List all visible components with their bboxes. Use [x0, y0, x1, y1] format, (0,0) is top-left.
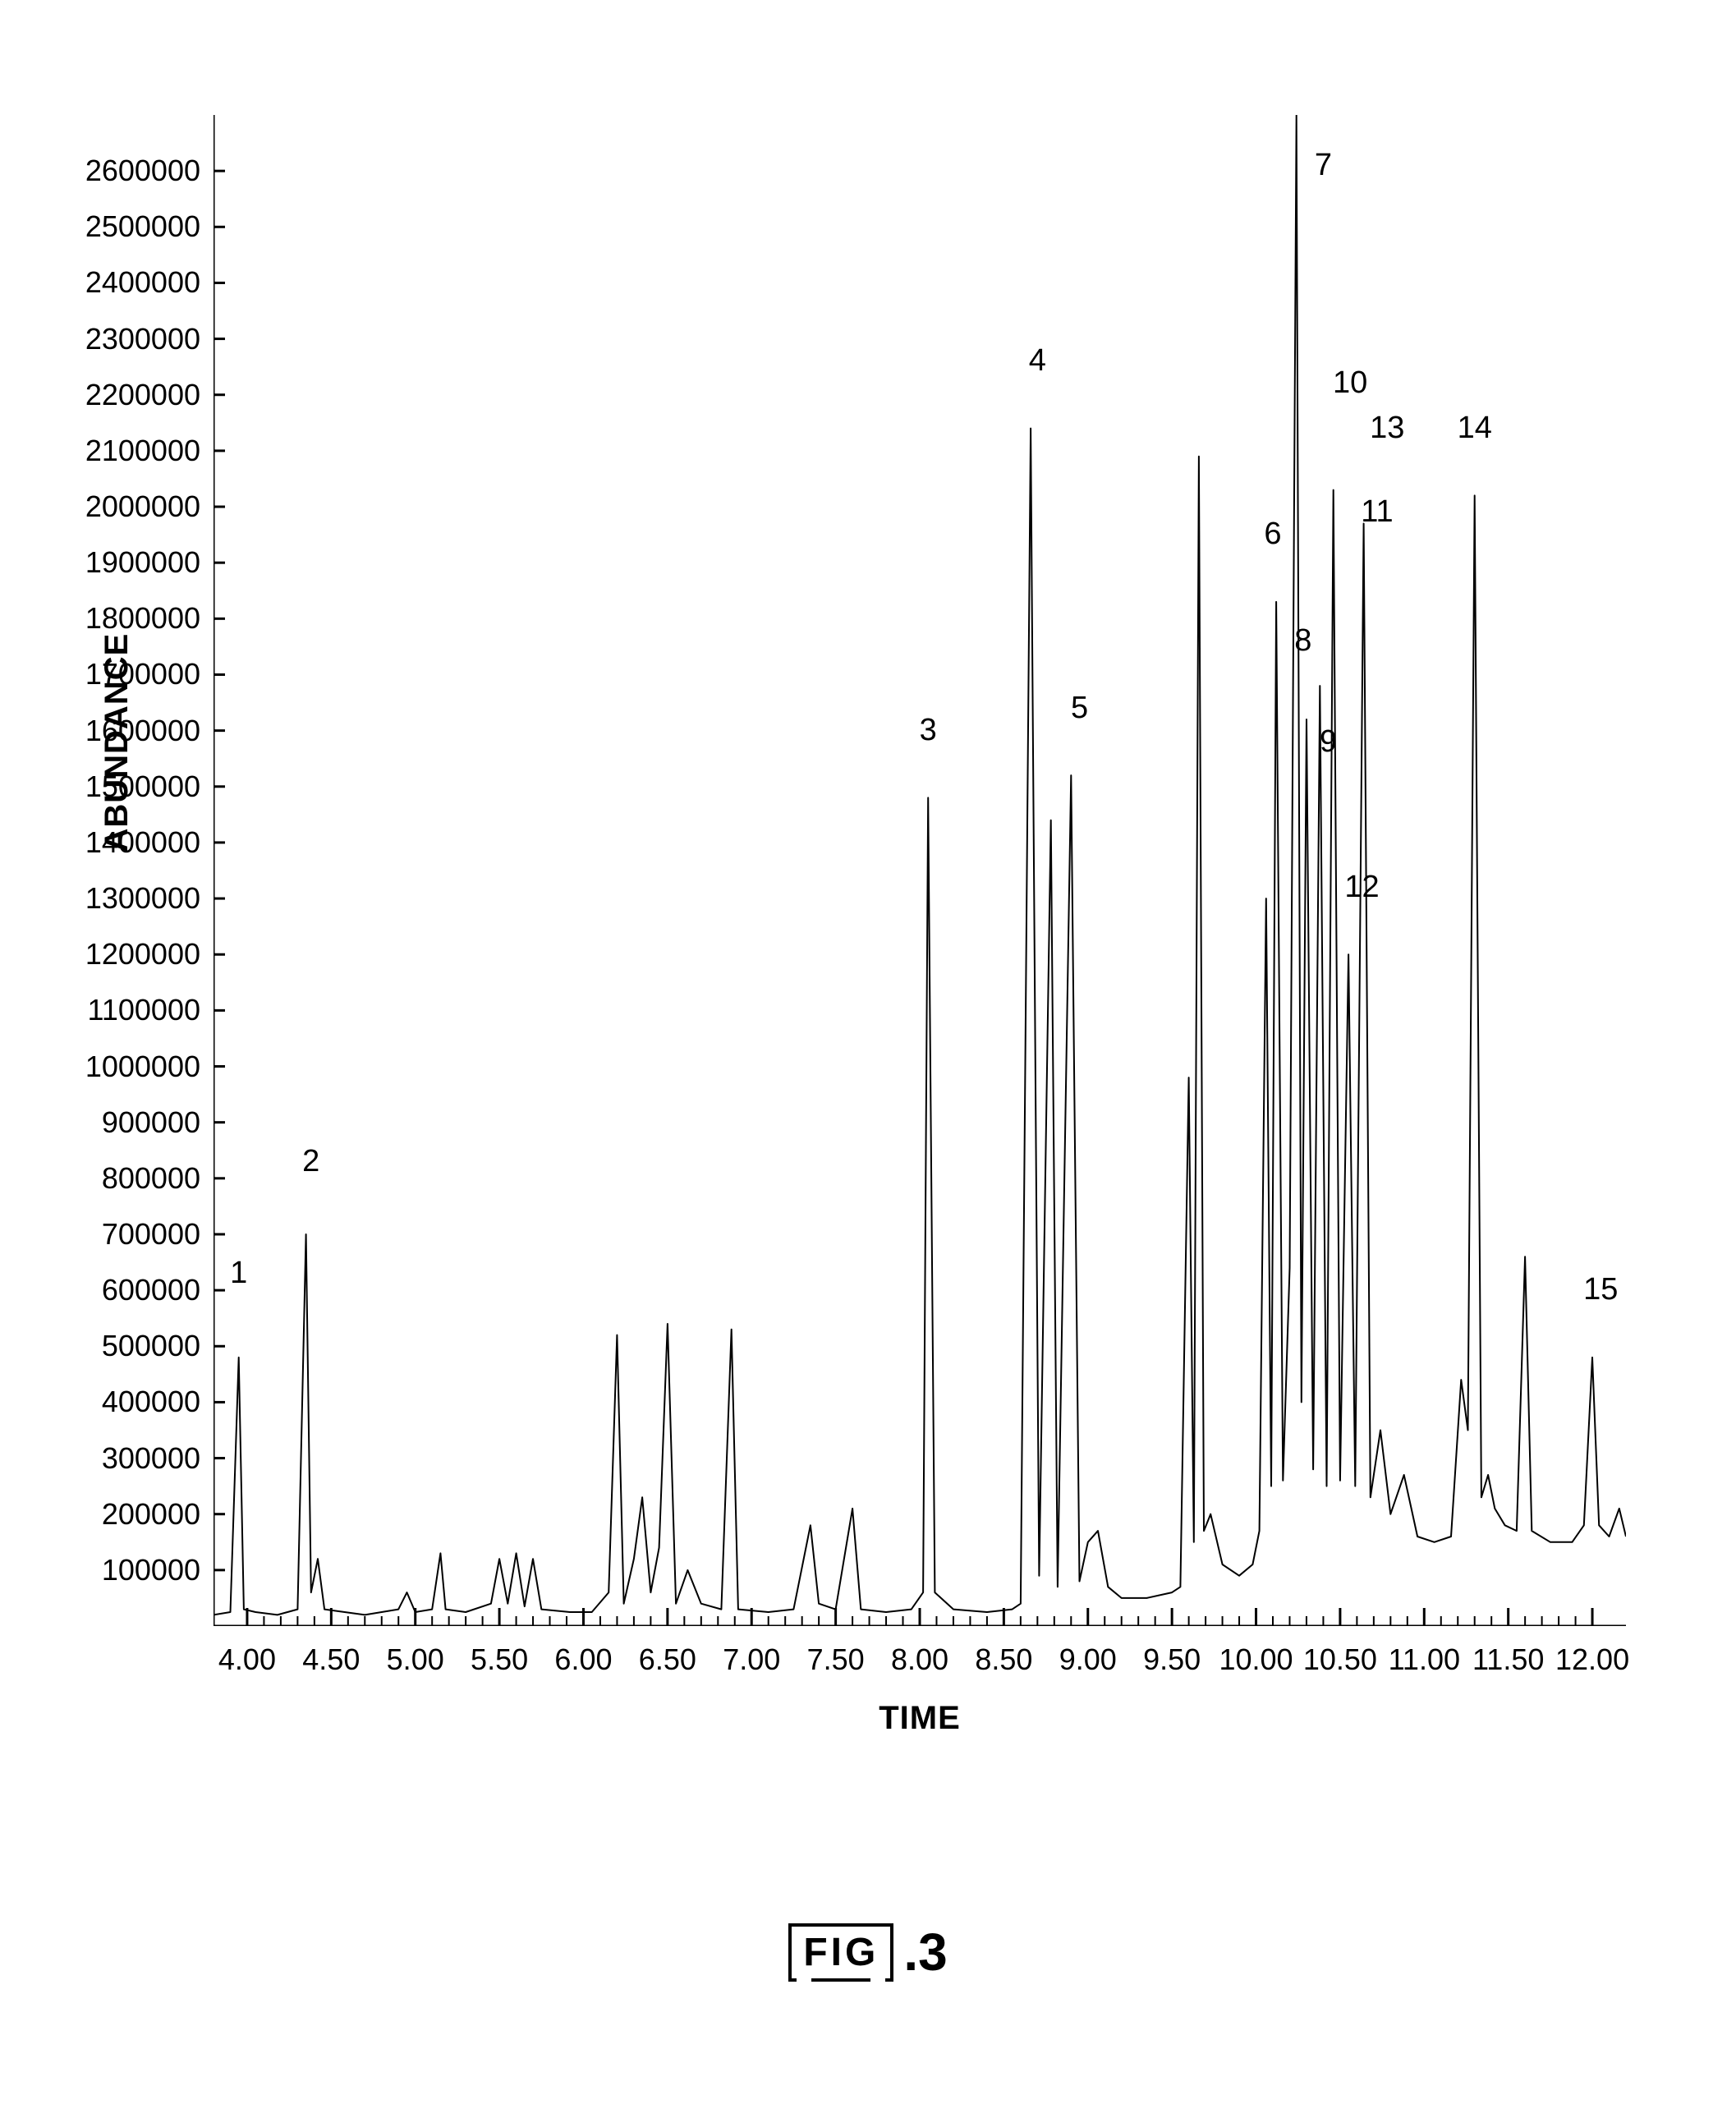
peak-label: 15 — [1583, 1272, 1618, 1307]
y-tick-label: 2400000 — [85, 265, 200, 300]
x-tick-label: 7.50 — [807, 1642, 865, 1677]
y-tick-label: 300000 — [102, 1441, 200, 1476]
x-tick-label: 5.50 — [471, 1642, 528, 1677]
y-tick-label: 800000 — [102, 1161, 200, 1196]
peak-label: 12 — [1344, 870, 1379, 905]
x-tick-label: 8.00 — [891, 1642, 948, 1677]
y-tick-label: 1000000 — [85, 1050, 200, 1084]
peak-label: 8 — [1294, 623, 1311, 659]
figure-caption-box: FIG — [788, 1923, 893, 1982]
y-tick-label: 100000 — [102, 1553, 200, 1587]
y-tick-label: 400000 — [102, 1385, 200, 1419]
y-tick-label: 1300000 — [85, 881, 200, 916]
peak-label: 14 — [1458, 411, 1492, 446]
x-tick-label: 7.00 — [723, 1642, 780, 1677]
chromatogram-chart: 1000002000003000004000005000006000007000… — [214, 115, 1626, 1626]
peak-label: 2 — [302, 1144, 319, 1179]
x-tick-label: 11.50 — [1472, 1642, 1544, 1677]
y-tick-label: 1600000 — [85, 714, 200, 748]
y-tick-label: 2200000 — [85, 378, 200, 412]
peak-label: 10 — [1333, 365, 1367, 401]
y-tick-label: 1500000 — [85, 769, 200, 804]
figure-caption: FIG.3 — [0, 1922, 1736, 1982]
peak-label: 4 — [1029, 343, 1046, 379]
peak-label: 9 — [1320, 724, 1337, 760]
x-axis-label: TIME — [214, 1700, 1626, 1737]
y-tick-label: 200000 — [102, 1497, 200, 1532]
peak-label: 5 — [1071, 691, 1088, 726]
peak-label: 1 — [230, 1256, 247, 1291]
page: ABUNDANCE 100000200000300000400000500000… — [0, 0, 1736, 2127]
peak-label: 6 — [1264, 517, 1281, 552]
x-tick-label: 12.00 — [1555, 1642, 1629, 1677]
y-tick-label: 1700000 — [85, 657, 200, 691]
x-tick-label: 5.00 — [387, 1642, 444, 1677]
x-tick-label: 10.50 — [1303, 1642, 1377, 1677]
x-tick-label: 4.50 — [302, 1642, 360, 1677]
y-tick-label: 2100000 — [85, 434, 200, 468]
x-tick-label: 9.50 — [1143, 1642, 1201, 1677]
x-tick-label: 4.00 — [218, 1642, 276, 1677]
y-tick-label: 900000 — [102, 1105, 200, 1140]
y-tick-label: 1900000 — [85, 545, 200, 580]
y-tick-label: 1800000 — [85, 601, 200, 636]
peak-label: 13 — [1370, 411, 1404, 446]
x-tick-label: 9.00 — [1059, 1642, 1117, 1677]
y-tick-label: 700000 — [102, 1217, 200, 1252]
y-tick-label: 500000 — [102, 1329, 200, 1363]
y-tick-label: 2000000 — [85, 489, 200, 524]
x-tick-label: 10.00 — [1219, 1642, 1293, 1677]
y-tick-label: 1200000 — [85, 937, 200, 972]
x-tick-label: 8.50 — [975, 1642, 1032, 1677]
y-tick-label: 600000 — [102, 1273, 200, 1307]
peak-label: 3 — [920, 713, 937, 748]
y-tick-label: 1100000 — [88, 993, 200, 1027]
chart-svg — [214, 115, 1626, 1626]
peak-label: 11 — [1361, 494, 1393, 530]
y-tick-label: 2500000 — [85, 209, 200, 244]
x-tick-label: 6.50 — [639, 1642, 696, 1677]
peak-label: 7 — [1315, 148, 1332, 183]
y-tick-label: 1400000 — [85, 825, 200, 860]
y-tick-label: 2300000 — [85, 322, 200, 356]
x-tick-label: 11.00 — [1389, 1642, 1460, 1677]
figure-caption-number: .3 — [903, 1922, 947, 1982]
y-tick-label: 2600000 — [85, 154, 200, 188]
x-tick-label: 6.00 — [554, 1642, 612, 1677]
